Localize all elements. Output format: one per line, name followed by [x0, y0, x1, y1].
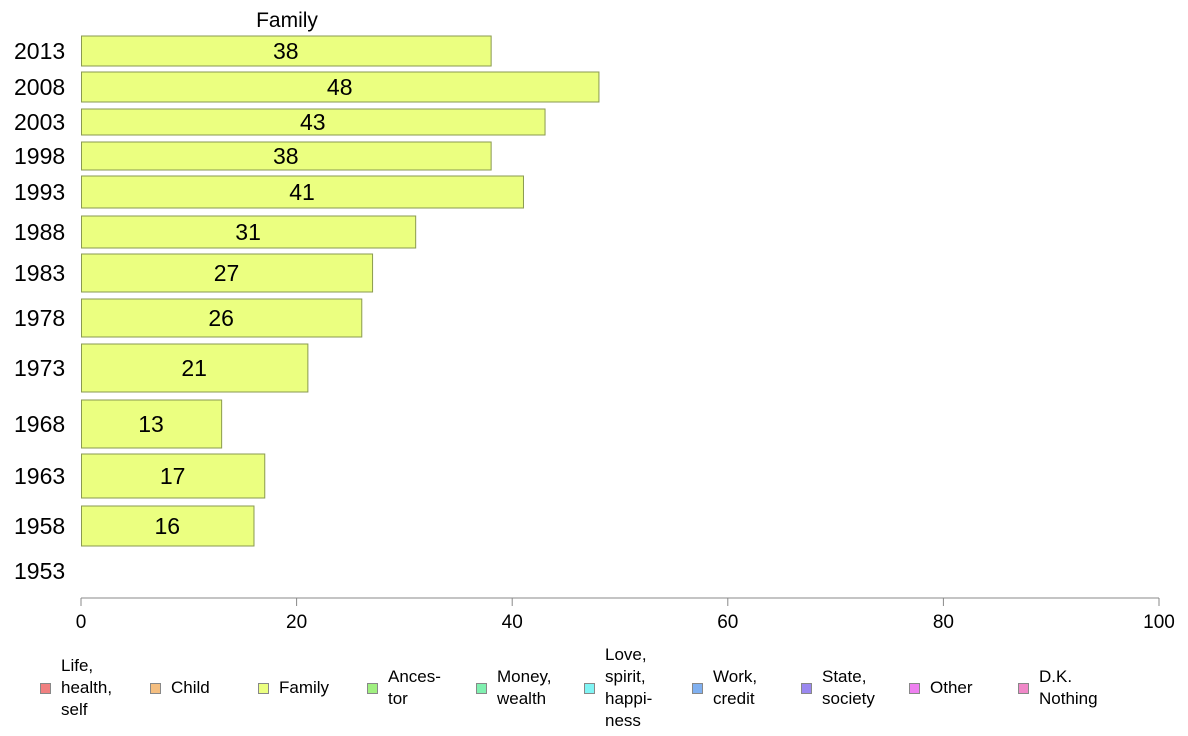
- bar-2013: [81, 35, 492, 67]
- y-tick-label: 1988: [14, 219, 65, 245]
- x-tick-label: 80: [933, 612, 954, 633]
- y-tick-label: 2003: [14, 109, 65, 135]
- legend-swatch: [1018, 682, 1029, 694]
- legend-swatch: [258, 682, 269, 694]
- bar-1983: [81, 253, 374, 293]
- legend-label: Family: [279, 678, 330, 697]
- legend-item: Other: [909, 640, 973, 736]
- bar-1988: [81, 215, 417, 249]
- legend-label: Work, credit: [713, 667, 758, 708]
- y-tick-label: 1993: [14, 179, 65, 205]
- legend: Life, health, self Child Family Ances- tor M…: [0, 640, 1188, 736]
- legend-swatch: [40, 682, 51, 694]
- x-tick-label: 100: [1143, 612, 1175, 633]
- legend-label: D.K. Nothing: [1039, 667, 1098, 708]
- bar-value-label: 26: [208, 305, 234, 331]
- legend-item: Ances- tor: [367, 640, 441, 736]
- bar-1968: [81, 399, 223, 449]
- legend-swatch: [150, 682, 161, 694]
- y-tick-label: 2013: [14, 38, 65, 64]
- legend-label: Ances- tor: [388, 667, 441, 708]
- legend-item: Life, health, self: [40, 640, 112, 736]
- chart-title: Family: [256, 9, 318, 32]
- bar-value-label: 27: [214, 260, 240, 286]
- y-tick-label: 1963: [14, 463, 65, 489]
- bar-1993: [81, 175, 524, 209]
- legend-item: Family: [258, 640, 329, 736]
- bars-layer: 2013 38 2008 48 2003 43 1998 38 1993 41 1988 31 1983…: [14, 35, 600, 584]
- legend-swatch: [584, 682, 595, 694]
- legend-label: State, society: [822, 667, 875, 708]
- legend-item: Money, wealth: [476, 640, 552, 736]
- legend-label: Money, wealth: [497, 667, 552, 708]
- bar-value-label: 13: [138, 411, 164, 437]
- legend-label: Other: [930, 678, 973, 697]
- legend-item: Child: [150, 640, 210, 736]
- x-tick-label: 0: [76, 612, 87, 633]
- bar-value-label: 38: [273, 143, 299, 169]
- legend-item: State, society: [801, 640, 875, 736]
- y-tick-label: 1973: [14, 355, 65, 381]
- bar-value-label: 31: [235, 219, 261, 245]
- bar-1978: [81, 298, 363, 338]
- legend-item: D.K. Nothing: [1018, 640, 1098, 736]
- x-tick-label: 60: [717, 612, 738, 633]
- bar-2008: [81, 71, 600, 103]
- x-tick-label: 20: [286, 612, 307, 633]
- bar-value-label: 16: [154, 513, 180, 539]
- bar-value-label: 43: [300, 109, 326, 135]
- y-tick-label: 1983: [14, 260, 65, 286]
- x-tick-label: 40: [502, 612, 523, 633]
- legend-swatch: [909, 682, 920, 694]
- bar-value-label: 38: [273, 38, 299, 64]
- y-tick-label: 1958: [14, 513, 65, 539]
- bar-1958: [81, 505, 255, 547]
- bar-value-label: 17: [160, 463, 186, 489]
- legend-swatch: [476, 682, 487, 694]
- bar-1973: [81, 343, 309, 393]
- legend-label: Child: [171, 678, 210, 697]
- y-tick-label: 1953: [14, 558, 65, 584]
- y-tick-label: 2008: [14, 74, 65, 100]
- legend-item: Love, spirit, happi- ness: [584, 640, 652, 736]
- legend-label: Life, health, self: [61, 656, 113, 719]
- legend-swatch: [692, 682, 703, 694]
- legend-label: Love, spirit, happi- ness: [605, 645, 653, 730]
- bar-1963: [81, 453, 266, 499]
- legend-swatch: [801, 682, 812, 694]
- y-tick-label: 1978: [14, 305, 65, 331]
- y-tick-label: 1968: [14, 411, 65, 437]
- bar-value-label: 48: [327, 74, 353, 100]
- legend-item: Work, credit: [692, 640, 757, 736]
- bar-value-label: 41: [289, 179, 315, 205]
- y-tick-label: 1998: [14, 143, 65, 169]
- x-axis: 0 20 40 60 80 100: [76, 597, 1175, 633]
- legend-swatch: [367, 682, 378, 694]
- bar-value-label: 21: [181, 355, 207, 381]
- bar-1998: [81, 141, 492, 171]
- bar-2003: [81, 108, 546, 136]
